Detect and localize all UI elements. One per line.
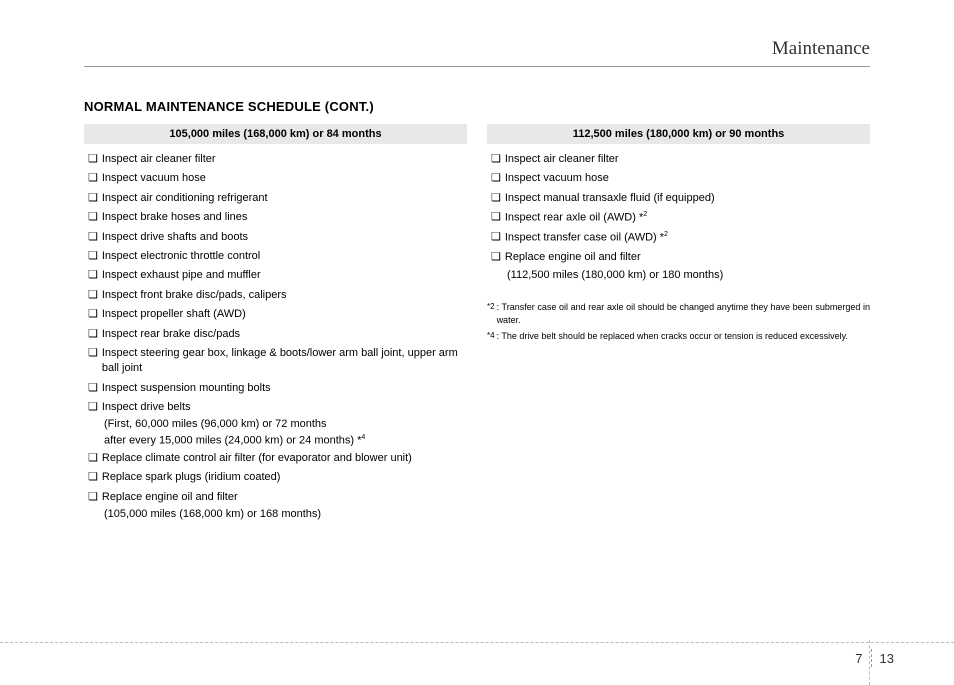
left-column: 105,000 miles (168,000 km) or 84 months … — [84, 124, 467, 522]
right-column: 112,500 miles (180,000 km) or 90 months … — [487, 124, 870, 522]
footnote: *4 : The drive belt should be replaced w… — [487, 330, 870, 343]
schedule-item-text: Inspect vacuum hose — [505, 171, 870, 186]
footnote-ref: 2 — [643, 211, 647, 218]
left-items-list: ❏ Inspect air cleaner filter ❏ Inspect vacu… — [84, 150, 467, 522]
checkbox-bullet-icon: ❏ — [88, 249, 98, 264]
schedule-item: ❏ Inspect steering gear box, linkage & bo… — [84, 344, 467, 379]
left-schedule-header: 105,000 miles (168,000 km) or 84 months — [84, 124, 467, 144]
schedule-item-text: Inspect air cleaner filter — [102, 152, 467, 167]
schedule-item-text: Replace engine oil and filter — [505, 250, 870, 265]
schedule-item: ❏ Inspect propeller shaft (AWD) — [84, 305, 467, 324]
schedule-item-text: Inspect steering gear box, linkage & boo… — [102, 346, 467, 377]
checkbox-bullet-icon: ❏ — [88, 327, 98, 342]
footnotes-block: *2 : Transfer case oil and rear axle oil… — [487, 301, 870, 343]
checkbox-bullet-icon: ❏ — [88, 451, 98, 466]
footnote-ref: 2 — [664, 231, 668, 238]
schedule-item-text: Inspect rear axle oil (AWD) *2 — [505, 210, 870, 226]
page-header-title: Maintenance — [84, 38, 870, 67]
checkbox-bullet-icon: ❏ — [491, 191, 501, 206]
schedule-item: ❏ Replace engine oil and filter — [487, 248, 870, 267]
schedule-item-text: Inspect drive belts — [102, 400, 467, 415]
footnote-ref: 4 — [361, 434, 365, 441]
schedule-item: ❏ Inspect suspension mounting bolts — [84, 379, 467, 398]
schedule-item: ❏ Inspect vacuum hose — [487, 169, 870, 188]
schedule-item-text: Inspect exhaust pipe and muffler — [102, 268, 467, 283]
schedule-item: ❏ Inspect air cleaner filter — [487, 150, 870, 169]
footnote-marker: *2 — [487, 301, 495, 312]
schedule-item: ❏ Inspect transfer case oil (AWD) *2 — [487, 228, 870, 248]
checkbox-bullet-icon: ❏ — [88, 490, 98, 505]
schedule-item: ❏ Inspect drive belts — [84, 398, 467, 417]
schedule-item-text: Inspect drive shafts and boots — [102, 230, 467, 245]
schedule-item: ❏ Inspect electronic throttle control — [84, 247, 467, 266]
checkbox-bullet-icon: ❏ — [88, 191, 98, 206]
schedule-item-text: Inspect vacuum hose — [102, 171, 467, 186]
checkbox-bullet-icon: ❏ — [491, 152, 501, 167]
checkbox-bullet-icon: ❏ — [491, 230, 501, 245]
schedule-item-text: Replace climate control air filter (for … — [102, 451, 467, 466]
schedule-item-text: Inspect rear brake disc/pads — [102, 327, 467, 342]
bottom-dashed-rule — [0, 642, 954, 643]
schedule-item: ❏ Inspect air cleaner filter — [84, 150, 467, 169]
schedule-item-text: Inspect transfer case oil (AWD) *2 — [505, 230, 870, 246]
page-number-value: 13 — [880, 651, 894, 666]
schedule-item: ❏ Inspect rear brake disc/pads — [84, 325, 467, 344]
footnote-marker: *4 — [487, 330, 495, 341]
page-number-divider — [871, 649, 872, 667]
checkbox-bullet-icon: ❏ — [88, 230, 98, 245]
schedule-item-text: Inspect air conditioning refrigerant — [102, 191, 467, 206]
schedule-item-text: Inspect propeller shaft (AWD) — [102, 307, 467, 322]
schedule-item-text: Inspect manual transaxle fluid (if equip… — [505, 191, 870, 206]
right-schedule-header: 112,500 miles (180,000 km) or 90 months — [487, 124, 870, 144]
schedule-item-text: Inspect brake hoses and lines — [102, 210, 467, 225]
checkbox-bullet-icon: ❏ — [88, 288, 98, 303]
schedule-item: ❏ Replace engine oil and filter — [84, 488, 467, 507]
schedule-item-text: Inspect front brake disc/pads, calipers — [102, 288, 467, 303]
checkbox-bullet-icon: ❏ — [491, 210, 501, 225]
chapter-number: 7 — [855, 651, 862, 666]
page-number: 7 13 — [855, 649, 894, 667]
schedule-item: ❏ Inspect air conditioning refrigerant — [84, 189, 467, 208]
checkbox-bullet-icon: ❏ — [88, 152, 98, 167]
schedule-item-text: Inspect air cleaner filter — [505, 152, 870, 167]
checkbox-bullet-icon: ❏ — [88, 346, 98, 361]
schedule-columns: 105,000 miles (168,000 km) or 84 months … — [84, 124, 870, 522]
schedule-item: ❏ Inspect manual transaxle fluid (if equi… — [487, 189, 870, 208]
checkbox-bullet-icon: ❏ — [88, 210, 98, 225]
section-title: NORMAL MAINTENANCE SCHEDULE (CONT.) — [84, 99, 870, 114]
checkbox-bullet-icon: ❏ — [491, 250, 501, 265]
checkbox-bullet-icon: ❏ — [88, 171, 98, 186]
schedule-item-text: Replace engine oil and filter — [102, 490, 467, 505]
checkbox-bullet-icon: ❏ — [88, 307, 98, 322]
schedule-item-subtext: after every 15,000 miles (24,000 km) or … — [84, 433, 467, 449]
right-items-list: ❏ Inspect air cleaner filter ❏ Inspect vacu… — [487, 150, 870, 283]
checkbox-bullet-icon: ❏ — [88, 268, 98, 283]
checkbox-bullet-icon: ❏ — [88, 400, 98, 415]
footnote-text: : Transfer case oil and rear axle oil sh… — [497, 301, 870, 326]
checkbox-bullet-icon: ❏ — [88, 381, 98, 396]
schedule-item-text: Inspect suspension mounting bolts — [102, 381, 467, 396]
schedule-item: ❏ Inspect vacuum hose — [84, 169, 467, 188]
schedule-item: ❏ Inspect rear axle oil (AWD) *2 — [487, 208, 870, 228]
footnote-text: : The drive belt should be replaced when… — [497, 330, 870, 343]
schedule-item: ❏ Replace spark plugs (iridium coated) — [84, 468, 467, 487]
checkbox-bullet-icon: ❏ — [491, 171, 501, 186]
schedule-item-subtext: (112,500 miles (180,000 km) or 180 month… — [487, 268, 870, 283]
schedule-item-text: Inspect electronic throttle control — [102, 249, 467, 264]
checkbox-bullet-icon: ❏ — [88, 470, 98, 485]
schedule-item: ❏ Replace climate control air filter (for… — [84, 449, 467, 468]
footnote: *2 : Transfer case oil and rear axle oil… — [487, 301, 870, 326]
schedule-item-text: Replace spark plugs (iridium coated) — [102, 470, 467, 485]
schedule-item: ❏ Inspect brake hoses and lines — [84, 208, 467, 227]
schedule-item: ❏ Inspect drive shafts and boots — [84, 228, 467, 247]
schedule-item: ❏ Inspect exhaust pipe and muffler — [84, 266, 467, 285]
schedule-item-subtext: (First, 60,000 miles (96,000 km) or 72 m… — [84, 417, 467, 432]
schedule-item: ❏ Inspect front brake disc/pads, calipers — [84, 286, 467, 305]
schedule-item-subtext: (105,000 miles (168,000 km) or 168 month… — [84, 507, 467, 522]
